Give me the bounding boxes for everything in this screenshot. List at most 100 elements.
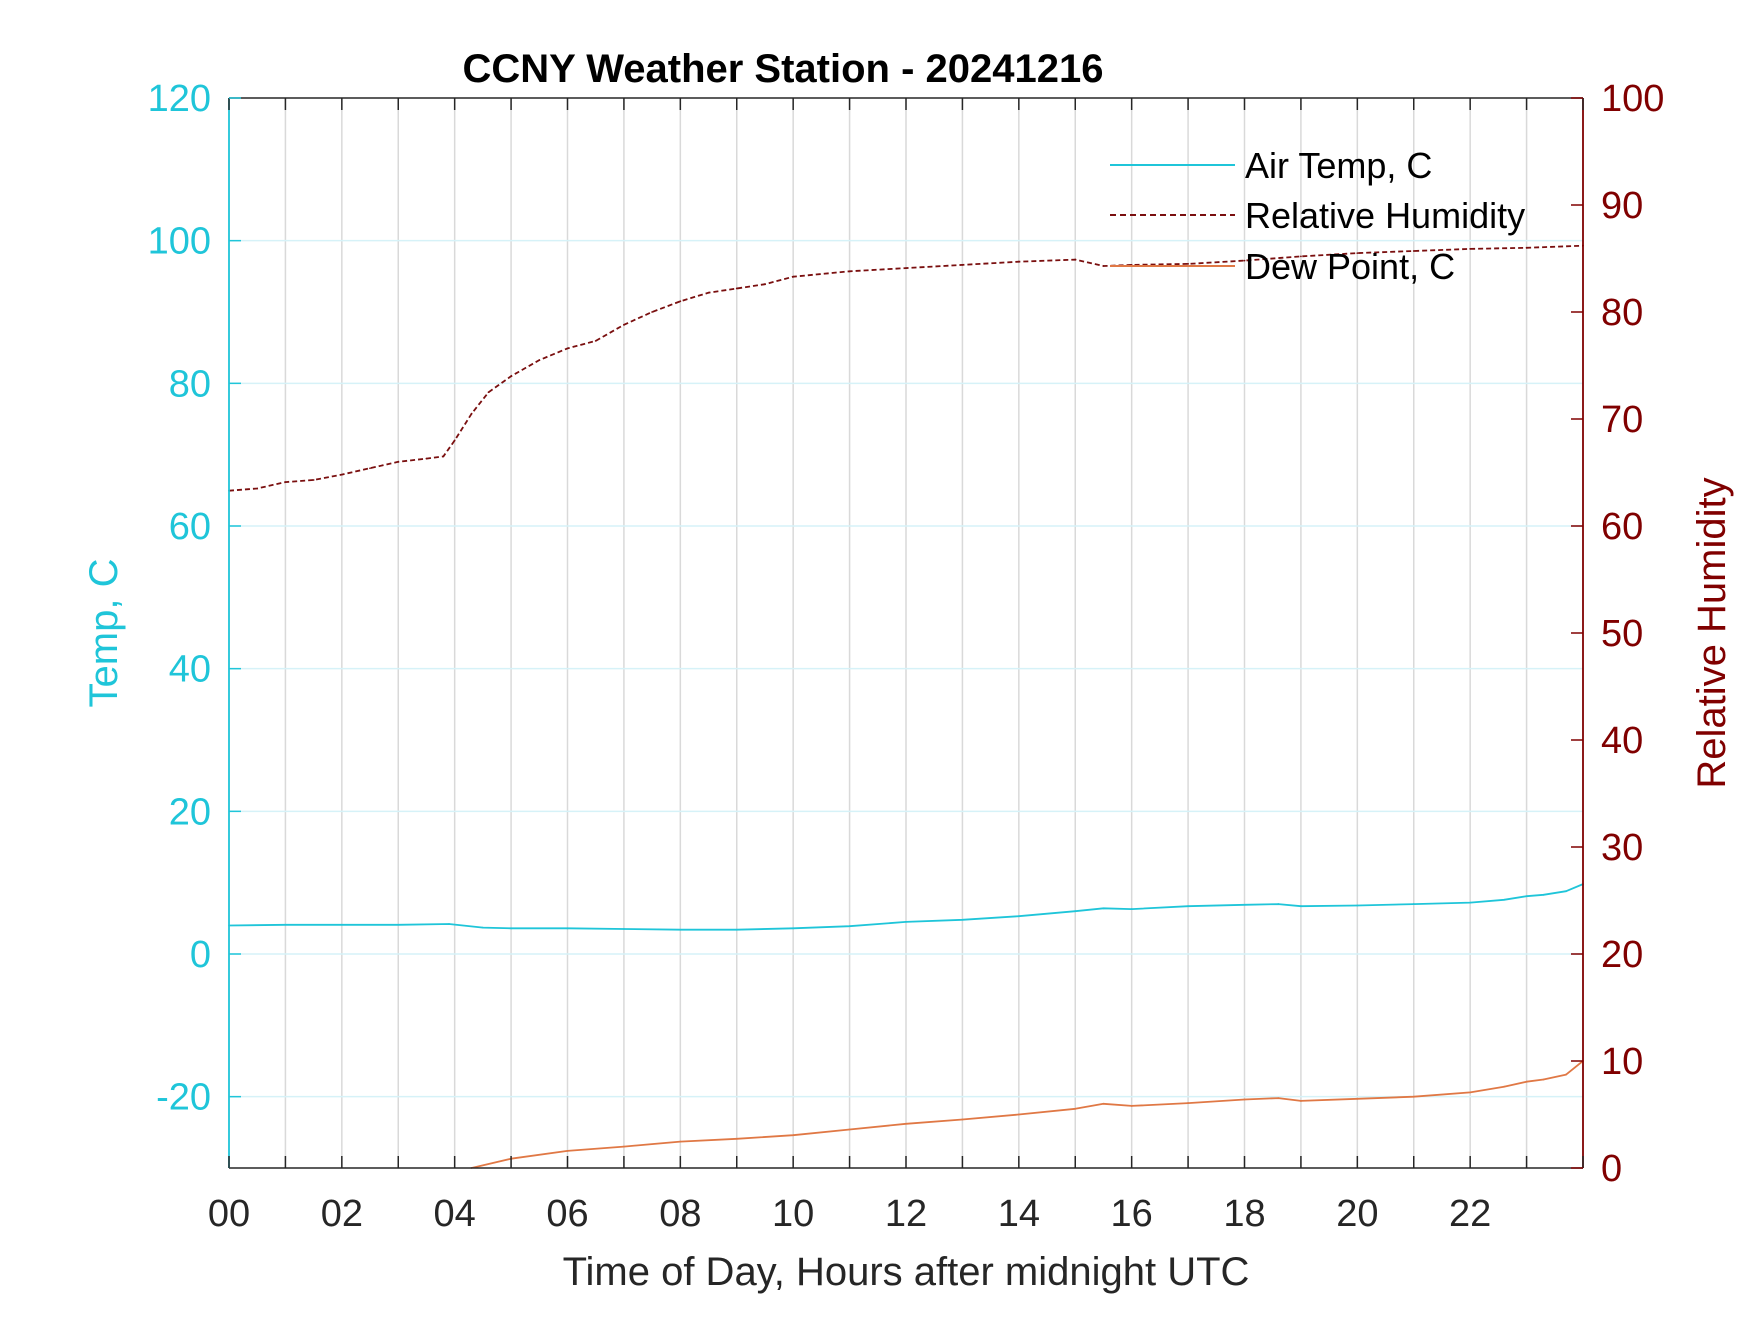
data-point — [764, 283, 766, 286]
y-right-tick-label: 0 — [1601, 1148, 1622, 1190]
data-point — [284, 923, 287, 926]
data-point — [1277, 1097, 1280, 1099]
y-left-tick-label: 40 — [169, 649, 211, 691]
data-point — [905, 921, 907, 923]
data-point — [312, 479, 315, 481]
data-point — [1017, 260, 1020, 263]
legend-label: Relative Humidity — [1245, 195, 1525, 236]
grid-layer — [229, 98, 1583, 1168]
y-right-tick-label: 100 — [1601, 78, 1664, 120]
data-point — [1469, 1091, 1472, 1094]
data-point — [1525, 246, 1528, 249]
y-right-tick-label: 10 — [1601, 1041, 1643, 1083]
y-right-tick-label: 40 — [1601, 720, 1643, 762]
data-point — [1187, 905, 1189, 908]
legend-label: Air Temp, C — [1245, 145, 1432, 186]
data-point — [1503, 1085, 1505, 1088]
data-point — [1542, 1078, 1545, 1081]
y-right-tick-label: 50 — [1601, 613, 1643, 655]
data-point — [1130, 908, 1133, 910]
y-left-tick-label: 60 — [169, 506, 211, 548]
data-point — [679, 928, 682, 931]
data-point — [510, 927, 512, 930]
data-point — [961, 918, 964, 921]
data-point — [470, 412, 473, 415]
data-point — [1503, 898, 1505, 901]
data-point — [1102, 1102, 1105, 1105]
y-right-tick-label: 60 — [1601, 506, 1643, 548]
data-point — [594, 339, 597, 342]
data-point — [1300, 905, 1302, 908]
x-tick-label: 10 — [772, 1193, 814, 1235]
data-point — [510, 375, 512, 378]
data-point — [1356, 252, 1359, 255]
x-tick-label: 12 — [885, 1193, 927, 1235]
x-tick-label: 20 — [1336, 1193, 1378, 1235]
data-point — [1130, 1105, 1133, 1107]
legend: Air Temp, C Relative Humidity Dew Point, C — [1110, 145, 1525, 287]
x-tick-label: 04 — [434, 1193, 476, 1235]
data-point — [340, 923, 343, 926]
data-point — [1525, 1080, 1528, 1083]
legend-label: Dew Point, C — [1245, 246, 1455, 287]
data-point — [792, 1134, 795, 1137]
data-point — [1356, 1097, 1359, 1100]
data-point — [256, 487, 259, 490]
data-point — [1074, 1107, 1077, 1110]
y-right-tick-label: 20 — [1601, 934, 1643, 976]
data-point — [623, 323, 625, 326]
data-point — [340, 473, 343, 476]
data-point — [1187, 262, 1189, 265]
data-point — [453, 439, 456, 442]
data-point — [848, 1128, 851, 1131]
data-point — [284, 481, 287, 484]
data-point — [566, 347, 569, 350]
data-point — [566, 1149, 569, 1152]
data-point — [397, 460, 400, 463]
data-point — [1074, 910, 1077, 913]
y-axis-label-right: Relative Humidity — [1690, 477, 1734, 788]
chart-title: CCNY Weather Station - 20241216 — [463, 47, 1104, 91]
data-point — [1412, 250, 1415, 252]
y-left-tick-label: 20 — [169, 791, 211, 833]
data-point — [1542, 893, 1545, 896]
data-point — [623, 928, 625, 930]
data-point — [735, 928, 738, 931]
data-point — [707, 291, 710, 294]
x-tick-label: 00 — [208, 1193, 250, 1235]
data-point — [1565, 890, 1567, 893]
data-point — [1243, 1098, 1246, 1101]
series-layer — [228, 244, 1584, 1169]
data-point — [905, 1122, 907, 1125]
data-point — [538, 359, 541, 362]
data-point — [961, 1118, 964, 1121]
x-tick-label: 18 — [1223, 1193, 1265, 1235]
data-point — [1469, 247, 1472, 250]
y-left-tick-label: 120 — [148, 78, 211, 120]
data-point — [651, 311, 654, 313]
data-point — [1356, 904, 1359, 907]
data-point — [1243, 259, 1246, 262]
data-point — [679, 1140, 682, 1143]
data-point — [1187, 1102, 1189, 1104]
data-point — [1017, 915, 1020, 918]
y-right-tick-label: 90 — [1601, 185, 1643, 227]
y-left-tick-label: 100 — [148, 221, 211, 263]
data-point — [792, 275, 795, 278]
data-point — [1300, 1100, 1302, 1102]
data-point — [1300, 255, 1302, 258]
x-tick-label: 08 — [659, 1193, 701, 1235]
data-point — [735, 1137, 738, 1140]
x-tick-label: 06 — [546, 1193, 588, 1235]
data-point — [397, 923, 400, 926]
data-point — [1525, 895, 1528, 898]
y-left-tick-label: -20 — [156, 1077, 211, 1119]
y-left-tick-label: 80 — [169, 363, 211, 405]
data-point — [442, 455, 445, 458]
y-right-tick-label: 70 — [1601, 399, 1643, 441]
data-point — [961, 264, 964, 266]
data-point — [1412, 1095, 1415, 1098]
data-point — [481, 926, 484, 929]
data-point — [1017, 1113, 1020, 1116]
